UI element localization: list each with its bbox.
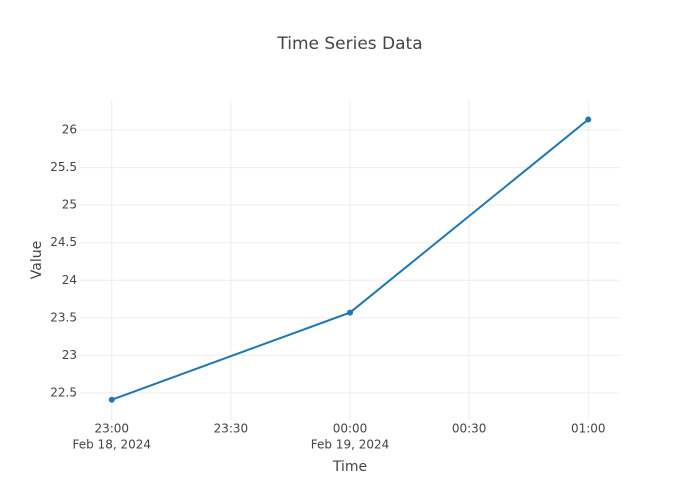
x-tick-label: 23:30	[214, 422, 249, 436]
y-tick-label: 24	[62, 273, 77, 287]
x-tick-date: Feb 19, 2024	[311, 438, 390, 452]
x-tick-label: 00:00	[333, 422, 368, 436]
marker	[347, 309, 353, 316]
y-tick-label: 23.5	[50, 310, 77, 324]
y-tick-label: 22.5	[50, 385, 77, 399]
x-tick-label: 00:30	[452, 422, 487, 436]
y-tick-label: 25.5	[50, 160, 77, 174]
marker	[108, 396, 115, 403]
x-axis-title: Time	[332, 459, 367, 475]
x-tick-label: 23:00	[94, 422, 129, 436]
y-tick-label: 25	[62, 198, 77, 212]
y-axis-title: Value	[29, 241, 45, 279]
chart-title: Time Series Data	[276, 34, 422, 54]
marker	[585, 116, 592, 123]
x-tick-label: 01:00	[571, 422, 606, 436]
x-tick-date: Feb 18, 2024	[73, 438, 152, 452]
y-tick-label: 24.5	[50, 235, 77, 249]
y-tick-label: 26	[62, 123, 77, 137]
y-tick-label: 23	[62, 348, 77, 362]
